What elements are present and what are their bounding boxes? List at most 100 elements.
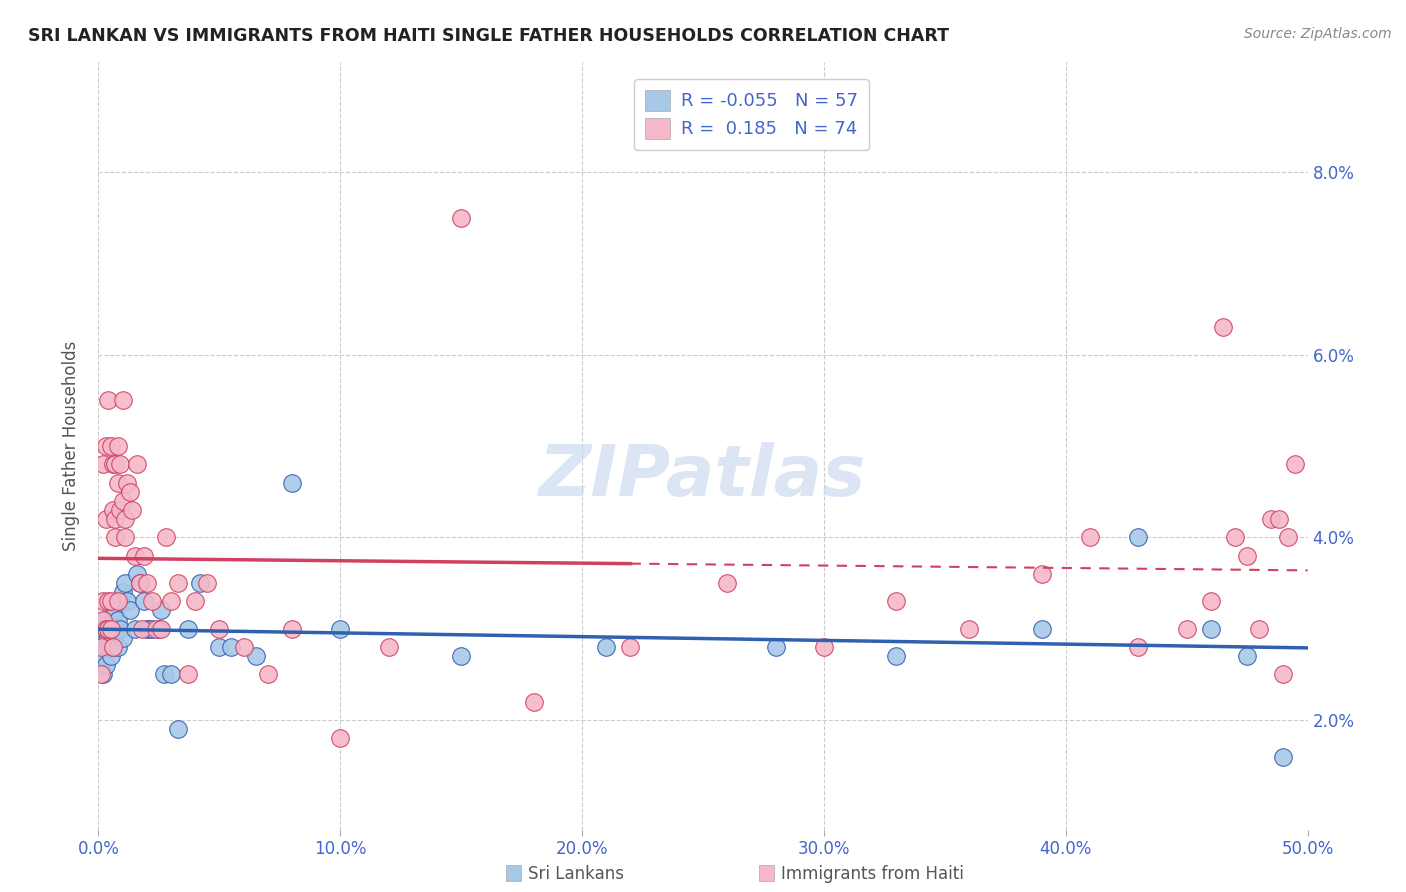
Point bbox=[91, 622, 114, 636]
Text: Immigrants from Haiti: Immigrants from Haiti bbox=[782, 865, 965, 883]
Point bbox=[101, 613, 124, 627]
Point bbox=[619, 640, 641, 654]
Point bbox=[91, 613, 114, 627]
Point bbox=[124, 622, 146, 636]
Point bbox=[1199, 594, 1222, 608]
Point bbox=[1272, 749, 1295, 764]
Point bbox=[107, 640, 129, 654]
Point bbox=[104, 512, 127, 526]
Point bbox=[1267, 512, 1289, 526]
Point bbox=[108, 594, 131, 608]
Point bbox=[195, 576, 218, 591]
Point bbox=[97, 594, 120, 608]
Point bbox=[111, 631, 134, 645]
Point bbox=[94, 640, 117, 654]
Point bbox=[97, 622, 120, 636]
Point bbox=[1128, 640, 1150, 654]
Point bbox=[1031, 622, 1053, 636]
Point bbox=[101, 457, 124, 471]
Point bbox=[281, 622, 304, 636]
Point bbox=[94, 512, 117, 526]
Point bbox=[141, 594, 163, 608]
Point bbox=[232, 640, 254, 654]
Point bbox=[1031, 566, 1053, 581]
Point bbox=[141, 622, 163, 636]
Point bbox=[101, 640, 124, 654]
Point bbox=[145, 622, 167, 636]
Point bbox=[813, 640, 835, 654]
Point bbox=[100, 648, 122, 663]
Point bbox=[160, 594, 183, 608]
Point bbox=[100, 640, 122, 654]
Point bbox=[1236, 648, 1258, 663]
Point bbox=[167, 722, 190, 736]
Point bbox=[108, 622, 131, 636]
Point bbox=[124, 549, 146, 563]
Point bbox=[94, 622, 117, 636]
Point bbox=[91, 648, 114, 663]
Point bbox=[97, 393, 120, 408]
Point bbox=[208, 622, 231, 636]
Point bbox=[1128, 530, 1150, 544]
Point bbox=[94, 613, 117, 627]
Point bbox=[107, 439, 129, 453]
Y-axis label: Single Father Households: Single Father Households bbox=[62, 341, 80, 551]
Point bbox=[1236, 549, 1258, 563]
Point bbox=[107, 613, 129, 627]
Point bbox=[104, 457, 127, 471]
Point bbox=[329, 622, 352, 636]
Point bbox=[97, 640, 120, 654]
Point bbox=[114, 512, 136, 526]
Point bbox=[1223, 530, 1246, 544]
Point bbox=[117, 475, 139, 490]
Point bbox=[117, 594, 139, 608]
Point bbox=[155, 530, 177, 544]
Point bbox=[100, 622, 122, 636]
Point bbox=[177, 667, 200, 681]
Point bbox=[281, 475, 304, 490]
Point bbox=[221, 640, 243, 654]
Point bbox=[957, 622, 980, 636]
Point bbox=[91, 457, 114, 471]
Point bbox=[1212, 320, 1234, 334]
Point bbox=[716, 576, 738, 591]
Legend: R = -0.055   N = 57, R =  0.185   N = 74: R = -0.055 N = 57, R = 0.185 N = 74 bbox=[634, 79, 869, 150]
Point bbox=[1199, 622, 1222, 636]
Point bbox=[94, 658, 117, 673]
Point bbox=[523, 695, 546, 709]
Text: Source: ZipAtlas.com: Source: ZipAtlas.com bbox=[1244, 27, 1392, 41]
Point bbox=[111, 493, 134, 508]
Text: Sri Lankans: Sri Lankans bbox=[529, 865, 624, 883]
Point bbox=[104, 530, 127, 544]
Point bbox=[1078, 530, 1101, 544]
Point bbox=[208, 640, 231, 654]
Point bbox=[188, 576, 211, 591]
Point bbox=[111, 585, 134, 599]
Point bbox=[1277, 530, 1299, 544]
Point bbox=[1249, 622, 1271, 636]
Point bbox=[118, 603, 141, 617]
Point bbox=[450, 648, 472, 663]
Point bbox=[135, 622, 157, 636]
Point bbox=[150, 622, 173, 636]
Point bbox=[245, 648, 267, 663]
Point bbox=[104, 622, 127, 636]
Point bbox=[91, 667, 114, 681]
Point bbox=[184, 594, 207, 608]
Point bbox=[128, 576, 150, 591]
Point bbox=[765, 640, 787, 654]
Point bbox=[107, 594, 129, 608]
Point bbox=[160, 667, 183, 681]
Point bbox=[377, 640, 399, 654]
Point bbox=[1284, 457, 1306, 471]
Point bbox=[256, 667, 278, 681]
Point bbox=[111, 393, 134, 408]
Point bbox=[101, 631, 124, 645]
Text: ZIPatlas: ZIPatlas bbox=[540, 442, 866, 511]
Point bbox=[127, 566, 149, 581]
Point bbox=[152, 667, 174, 681]
Point bbox=[97, 631, 120, 645]
Point bbox=[167, 576, 190, 591]
Point bbox=[90, 658, 112, 673]
Point bbox=[90, 667, 112, 681]
